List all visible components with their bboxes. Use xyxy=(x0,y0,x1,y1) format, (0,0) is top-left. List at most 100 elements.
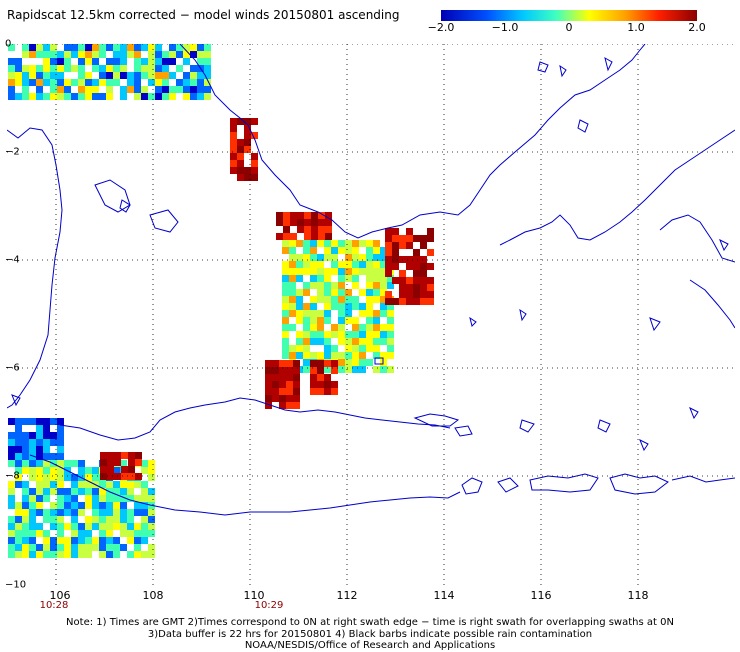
swath-cell xyxy=(78,551,85,558)
swath-cell xyxy=(64,537,71,544)
swath-cell xyxy=(78,93,85,100)
swath-cell xyxy=(317,367,324,374)
swath-cell xyxy=(85,72,92,79)
swath-cell xyxy=(43,460,50,467)
swath-cell xyxy=(385,242,392,249)
swath-cell xyxy=(303,366,310,373)
swath-cell xyxy=(251,160,258,167)
swath-cell xyxy=(190,79,197,86)
swath-cell xyxy=(366,247,373,254)
swath-cell xyxy=(22,502,29,509)
swath-cell xyxy=(85,551,92,558)
swath-cell xyxy=(296,261,303,268)
swath-cell xyxy=(303,338,310,345)
swath-cell xyxy=(148,523,155,530)
swath-cell xyxy=(120,460,127,467)
swath-cell xyxy=(43,516,50,523)
swath-cell xyxy=(303,331,310,338)
swath-cell xyxy=(29,495,36,502)
swath-cell xyxy=(406,256,413,263)
swath-cell xyxy=(99,65,106,72)
swath-cell xyxy=(127,79,134,86)
swath-cell xyxy=(338,240,345,247)
swath-cell xyxy=(289,261,296,268)
swath-cell xyxy=(50,509,57,516)
swath-cell xyxy=(286,395,293,402)
swath-cell xyxy=(169,72,176,79)
swath-cell xyxy=(282,324,289,331)
swath-cell xyxy=(57,509,64,516)
swath-cell xyxy=(50,453,57,460)
swath-cell xyxy=(387,317,394,324)
swath-cell xyxy=(29,551,36,558)
swath-cell xyxy=(50,439,57,446)
swath-cell xyxy=(282,261,289,268)
swath-cell xyxy=(100,466,107,473)
swath-cell xyxy=(176,86,183,93)
swath-cell xyxy=(373,324,380,331)
swath-cell xyxy=(71,474,78,481)
swath-cell xyxy=(296,303,303,310)
swath-cell xyxy=(373,296,380,303)
swath-cell xyxy=(43,446,50,453)
swath-cell xyxy=(120,516,127,523)
swath-cell xyxy=(78,537,85,544)
swath-cell xyxy=(57,432,64,439)
swath-cell xyxy=(29,460,36,467)
swath-cell xyxy=(290,212,297,219)
swath-cell xyxy=(324,345,331,352)
swath-cell xyxy=(36,86,43,93)
swath-cell xyxy=(373,310,380,317)
swath-cell xyxy=(148,72,155,79)
swath-cell xyxy=(100,459,107,466)
swath-cell xyxy=(78,544,85,551)
swath-cell xyxy=(85,79,92,86)
swath-cell xyxy=(352,261,359,268)
swath-cell xyxy=(8,523,15,530)
swath-cell xyxy=(286,381,293,388)
swath-cell xyxy=(64,509,71,516)
swath-cell xyxy=(204,65,211,72)
swath-cell xyxy=(282,317,289,324)
swath-cell xyxy=(290,219,297,226)
swath-cell xyxy=(296,254,303,261)
swath-cell xyxy=(317,289,324,296)
swath-cell xyxy=(85,530,92,537)
swath-cell xyxy=(134,72,141,79)
swath-cell xyxy=(359,289,366,296)
lon-label: 118 xyxy=(627,589,649,602)
swath-cell xyxy=(345,366,352,373)
swath-cell xyxy=(352,275,359,282)
swath-cell xyxy=(373,317,380,324)
swath-cell xyxy=(331,367,338,374)
swath-cell xyxy=(317,282,324,289)
swath-cell xyxy=(36,474,43,481)
swath-cell xyxy=(413,270,420,277)
swath-cell xyxy=(100,473,107,480)
swath-cell xyxy=(29,537,36,544)
swath-cell xyxy=(141,523,148,530)
swath-cell xyxy=(64,93,71,100)
swath-cell xyxy=(120,530,127,537)
swath-cell xyxy=(71,537,78,544)
swath-cell xyxy=(22,44,29,51)
swath-cell xyxy=(406,277,413,284)
swath-cell xyxy=(36,439,43,446)
swath-cell xyxy=(64,86,71,93)
swath-cell xyxy=(244,132,251,139)
swath-cell xyxy=(36,79,43,86)
swath-cell xyxy=(148,467,155,474)
swath-cell xyxy=(85,537,92,544)
swath-cell xyxy=(366,240,373,247)
swath-cell xyxy=(338,324,345,331)
swath-cell xyxy=(128,466,135,473)
swath-cell xyxy=(399,242,406,249)
swath-cell xyxy=(128,473,135,480)
swath-cell xyxy=(197,72,204,79)
swath-cell xyxy=(85,58,92,65)
swath-cell xyxy=(385,235,392,242)
swath-cell xyxy=(120,93,127,100)
swath-cell xyxy=(106,58,113,65)
swath-cell xyxy=(345,289,352,296)
